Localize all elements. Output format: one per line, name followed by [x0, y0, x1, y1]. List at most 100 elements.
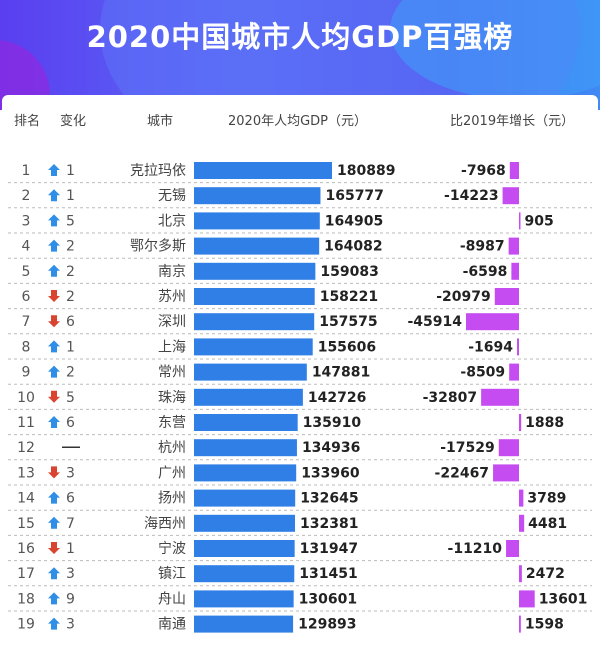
growth-bar	[498, 439, 519, 457]
rank-label: 12	[17, 440, 35, 456]
gdp-value: 132645	[300, 491, 358, 507]
col-header-change: 变化	[60, 114, 87, 129]
arrow-up-icon	[48, 516, 60, 529]
growth-bar	[519, 514, 525, 532]
gdp-bar	[194, 615, 294, 633]
growth-bar	[493, 464, 519, 482]
city-label: 北京	[158, 213, 186, 229]
arrow-up-icon	[48, 340, 60, 353]
arrow-down-icon	[48, 315, 60, 328]
growth-bar	[509, 363, 519, 381]
growth-value: -32807	[423, 390, 478, 406]
city-label: 南通	[158, 617, 186, 633]
gdp-value: 130601	[299, 591, 357, 607]
city-label: 宁波	[158, 540, 186, 557]
growth-value: 905	[525, 213, 554, 229]
growth-value: -17529	[440, 440, 495, 456]
gdp-bar	[194, 288, 315, 305]
arrow-up-icon	[48, 365, 60, 378]
arrow-up-icon	[48, 617, 60, 630]
gdp-value: 129893	[298, 617, 356, 633]
rank-label: 2	[22, 188, 31, 204]
gdp-value: 158221	[320, 289, 378, 305]
gdp-bar	[194, 464, 297, 482]
rank-label: 5	[22, 264, 31, 280]
rank-label: 8	[22, 339, 31, 355]
city-label: 珠海	[158, 390, 186, 406]
gdp-bar	[194, 590, 294, 608]
city-label: 苏州	[158, 289, 186, 305]
growth-value: 1888	[525, 415, 564, 431]
growth-bar	[519, 212, 521, 230]
gdp-bar	[194, 414, 298, 431]
change-label: 6	[66, 415, 75, 431]
gdp-bar	[194, 187, 321, 205]
rank-label: 11	[17, 415, 35, 431]
growth-value: 2472	[526, 566, 565, 582]
city-label: 扬州	[158, 491, 186, 507]
growth-value: -14223	[444, 188, 499, 204]
growth-value: -45914	[407, 314, 462, 330]
arrow-up-icon	[48, 491, 60, 504]
rank-label: 15	[17, 516, 35, 532]
gdp-value: 131451	[299, 566, 357, 582]
arrow-down-icon	[48, 290, 60, 302]
change-label: 3	[66, 617, 75, 633]
growth-bar	[508, 237, 519, 255]
growth-value: -6598	[463, 264, 508, 280]
gdp-value: 180889	[337, 163, 395, 179]
city-label: 鄂尔多斯	[130, 238, 186, 255]
growth-value: -20979	[436, 289, 491, 305]
growth-value: -8987	[460, 239, 505, 255]
change-label: 2	[66, 289, 75, 305]
arrow-up-icon	[48, 239, 60, 252]
city-label: 深圳	[158, 314, 186, 330]
growth-value: 1598	[525, 617, 564, 633]
city-label: 东营	[158, 415, 186, 431]
growth-value: -8509	[460, 365, 505, 381]
change-label: 2	[66, 365, 75, 381]
growth-value: 3789	[527, 491, 566, 507]
change-label: 6	[66, 491, 75, 507]
rank-label: 4	[22, 239, 31, 255]
change-label: 3	[66, 465, 75, 481]
gdp-bar	[194, 162, 332, 179]
arrow-up-icon	[48, 567, 60, 580]
rank-label: 1	[22, 163, 31, 179]
growth-bar	[494, 288, 519, 305]
rank-label: 10	[17, 390, 35, 406]
gdp-value: 147881	[312, 365, 370, 381]
growth-bar	[506, 540, 519, 557]
arrow-up-icon	[48, 592, 60, 605]
arrow-down-icon	[48, 466, 60, 479]
city-label: 常州	[158, 365, 186, 381]
city-label: 广州	[158, 465, 186, 481]
gdp-bar	[194, 338, 313, 356]
arrow-down-icon	[48, 542, 60, 554]
growth-value: -1694	[468, 339, 513, 355]
change-label: 9	[66, 591, 75, 607]
growth-value: -7968	[461, 163, 506, 179]
gdp-bar	[194, 388, 303, 406]
gdp-bar	[194, 363, 307, 381]
page-title: 2020中国城市人均GDP百强榜	[86, 20, 514, 54]
rank-label: 9	[22, 365, 31, 381]
header-banner: 2020中国城市人均GDP百强榜	[0, 0, 600, 110]
growth-bar	[519, 414, 522, 431]
arrow-down-icon	[48, 390, 60, 403]
growth-bar	[519, 590, 535, 608]
change-label: 6	[66, 314, 75, 330]
change-label: 1	[66, 163, 75, 179]
gdp-value: 159083	[320, 264, 378, 280]
change-label: 1	[66, 339, 75, 355]
arrow-up-icon	[48, 264, 60, 277]
change-label: 7	[66, 516, 75, 532]
gdp-value: 164905	[325, 213, 383, 229]
gdp-bar	[194, 489, 296, 507]
city-label: 杭州	[158, 440, 186, 456]
rank-label: 7	[22, 314, 31, 330]
change-label: 3	[66, 566, 75, 582]
gdp-value: 131947	[300, 541, 358, 557]
gdp-value: 134936	[302, 440, 360, 456]
